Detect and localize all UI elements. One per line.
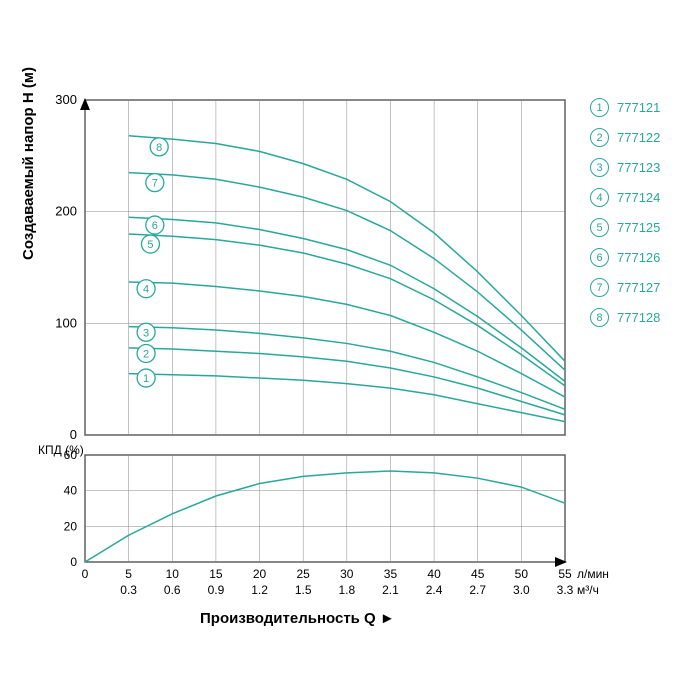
legend-badge: 8 xyxy=(590,308,609,327)
svg-text:30: 30 xyxy=(340,567,354,581)
legend-badge: 3 xyxy=(590,158,609,177)
svg-text:2.4: 2.4 xyxy=(426,583,443,597)
svg-text:2: 2 xyxy=(143,348,149,360)
legend-item: 8 777128 xyxy=(590,308,660,327)
svg-text:4: 4 xyxy=(143,284,149,296)
svg-text:7: 7 xyxy=(152,178,158,190)
legend-item: 4 777124 xyxy=(590,188,660,207)
svg-text:10: 10 xyxy=(166,567,180,581)
legend-badge: 2 xyxy=(590,128,609,147)
chart-root: { "chart":{ "type":"line", "title":"", "… xyxy=(0,0,700,700)
svg-text:6: 6 xyxy=(152,220,158,232)
svg-text:20: 20 xyxy=(64,519,78,533)
svg-text:3.0: 3.0 xyxy=(513,583,530,597)
svg-text:2.7: 2.7 xyxy=(469,583,486,597)
svg-text:0.3: 0.3 xyxy=(120,583,137,597)
legend-label: 777126 xyxy=(617,250,660,265)
legend-badge: 1 xyxy=(590,98,609,117)
svg-text:0.9: 0.9 xyxy=(208,583,225,597)
legend-label: 777128 xyxy=(617,310,660,325)
legend: 1 777121 2 777122 3 777123 4 777124 5 777125 6 7771… xyxy=(590,98,660,338)
kpd-label: КПД (%) xyxy=(38,443,84,457)
legend-label: 777122 xyxy=(617,130,660,145)
svg-text:40: 40 xyxy=(64,484,78,498)
svg-text:0: 0 xyxy=(82,567,89,581)
legend-item: 2 777122 xyxy=(590,128,660,147)
legend-label: 777125 xyxy=(617,220,660,235)
svg-text:1: 1 xyxy=(143,373,149,385)
svg-text:40: 40 xyxy=(427,567,441,581)
svg-text:0.6: 0.6 xyxy=(164,583,181,597)
svg-text:1.5: 1.5 xyxy=(295,583,312,597)
legend-item: 5 777125 xyxy=(590,218,660,237)
x-axis-label: Производительность Q ► xyxy=(200,610,395,627)
legend-label: 777123 xyxy=(617,160,660,175)
legend-badge: 6 xyxy=(590,248,609,267)
svg-text:0: 0 xyxy=(70,427,77,442)
svg-text:м³/ч: м³/ч xyxy=(577,583,599,597)
svg-text:15: 15 xyxy=(209,567,223,581)
legend-badge: 5 xyxy=(590,218,609,237)
svg-text:45: 45 xyxy=(471,567,485,581)
legend-label: 777127 xyxy=(617,280,660,295)
svg-text:300: 300 xyxy=(55,92,77,107)
svg-text:5: 5 xyxy=(125,567,132,581)
legend-badge: 7 xyxy=(590,278,609,297)
svg-text:25: 25 xyxy=(297,567,311,581)
legend-badge: 4 xyxy=(590,188,609,207)
svg-text:35: 35 xyxy=(384,567,398,581)
svg-text:8: 8 xyxy=(156,142,162,154)
legend-item: 6 777126 xyxy=(590,248,660,267)
svg-text:100: 100 xyxy=(55,315,77,330)
svg-text:200: 200 xyxy=(55,204,77,219)
svg-text:1.2: 1.2 xyxy=(251,583,268,597)
svg-text:1.8: 1.8 xyxy=(338,583,355,597)
svg-text:0: 0 xyxy=(70,555,77,569)
legend-label: 777124 xyxy=(617,190,660,205)
legend-item: 1 777121 xyxy=(590,98,660,117)
legend-label: 777121 xyxy=(617,100,660,115)
svg-text:5: 5 xyxy=(147,239,153,251)
svg-text:55: 55 xyxy=(558,567,572,581)
svg-text:л/мин: л/мин xyxy=(577,567,609,581)
svg-text:3.3: 3.3 xyxy=(557,583,574,597)
svg-text:2.1: 2.1 xyxy=(382,583,399,597)
legend-item: 3 777123 xyxy=(590,158,660,177)
svg-text:20: 20 xyxy=(253,567,267,581)
svg-text:50: 50 xyxy=(515,567,529,581)
svg-text:3: 3 xyxy=(143,327,149,339)
legend-item: 7 777127 xyxy=(590,278,660,297)
y-axis-label: Создаваемый напор H (м) xyxy=(20,67,37,260)
